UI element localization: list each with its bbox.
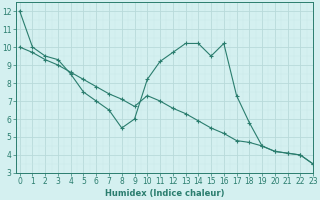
X-axis label: Humidex (Indice chaleur): Humidex (Indice chaleur) xyxy=(105,189,224,198)
